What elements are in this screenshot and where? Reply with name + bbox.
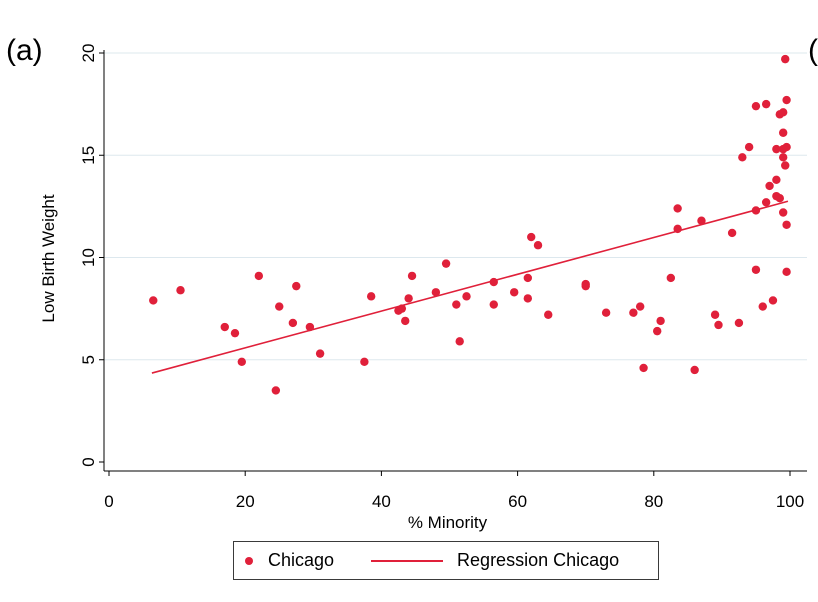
data-point (697, 216, 706, 225)
data-point (315, 349, 325, 358)
data-point (734, 318, 744, 328)
data-point (431, 288, 441, 297)
data-point (149, 296, 158, 305)
data-point (781, 161, 790, 170)
data-point (751, 265, 761, 274)
legend-scatter-label: Chicago (268, 550, 335, 570)
y-axis-title: Low Birth Weight (39, 194, 58, 322)
data-point (666, 273, 676, 283)
data-point (781, 54, 790, 64)
legend-line-marker (371, 559, 444, 562)
data-point (397, 304, 407, 313)
data-point (288, 318, 298, 328)
data-point (639, 363, 648, 373)
data-point (275, 302, 284, 311)
data-point (489, 277, 498, 287)
chart-legend: Chicago Regression Chicago (233, 541, 659, 580)
data-point (761, 99, 771, 109)
data-point (772, 144, 781, 154)
data-point (765, 181, 774, 191)
data-point (656, 316, 665, 326)
data-point (601, 308, 611, 317)
data-point (751, 206, 761, 215)
data-point (778, 208, 788, 217)
data-point (673, 204, 682, 213)
data-point (271, 386, 281, 395)
data-point (544, 310, 553, 319)
legend-item-line: Regression Chicago (334, 550, 619, 571)
y-tick-label: 15 (79, 146, 98, 165)
x-tick-label: 0 (104, 492, 113, 511)
data-point (761, 198, 771, 207)
next-panel-label: ( (808, 34, 818, 67)
data-point (635, 302, 645, 311)
x-tick-label: 100 (776, 492, 804, 511)
y-tick-label: 0 (79, 457, 98, 466)
data-point (441, 259, 451, 268)
data-point (176, 286, 185, 295)
data-point (772, 175, 781, 184)
data-point (778, 108, 788, 117)
data-point (462, 292, 471, 301)
data-point (292, 281, 301, 291)
data-point (489, 300, 498, 309)
data-point (775, 193, 784, 203)
data-point (782, 95, 791, 105)
panel-label: (a) (6, 34, 43, 67)
data-point (744, 142, 754, 152)
data-point (738, 153, 747, 162)
data-point (751, 101, 761, 111)
data-point (778, 153, 788, 162)
data-point (366, 292, 376, 301)
legend-item-scatter: Chicago (234, 550, 334, 571)
data-point (714, 320, 723, 330)
data-point (220, 322, 229, 332)
data-point (404, 294, 413, 303)
data-point (782, 220, 791, 229)
y-tick-label: 20 (79, 44, 98, 63)
data-point (768, 296, 778, 305)
data-point (509, 288, 519, 297)
y-tick-label: 10 (79, 248, 98, 267)
data-point (727, 228, 737, 238)
regression-line (151, 200, 789, 374)
x-axis-title: % Minority (408, 513, 488, 532)
data-point (455, 337, 464, 346)
data-point (254, 271, 264, 281)
legend-line-label: Regression Chicago (457, 550, 620, 570)
data-point (690, 365, 699, 375)
x-tick-label: 80 (644, 492, 663, 511)
data-point (782, 267, 791, 277)
data-point (407, 271, 417, 281)
x-tick-label: 20 (236, 492, 255, 511)
data-point (230, 328, 240, 338)
data-point (782, 142, 791, 152)
data-point (237, 357, 246, 366)
x-tick-label: 40 (372, 492, 391, 511)
data-point (581, 281, 590, 291)
data-point (360, 357, 369, 366)
data-point (629, 308, 638, 317)
x-tick-label: 60 (508, 492, 527, 511)
data-point (305, 322, 315, 332)
data-point (710, 310, 720, 319)
y-tick-label: 5 (79, 355, 98, 364)
data-point (527, 232, 536, 242)
data-point (653, 326, 662, 336)
data-point (778, 128, 788, 137)
legend-dot-marker (245, 556, 253, 565)
data-point (523, 294, 533, 303)
data-point (533, 241, 543, 250)
data-point (758, 302, 767, 311)
data-point (673, 224, 682, 234)
data-point (523, 273, 533, 283)
data-point (401, 316, 410, 326)
data-point (452, 300, 461, 309)
